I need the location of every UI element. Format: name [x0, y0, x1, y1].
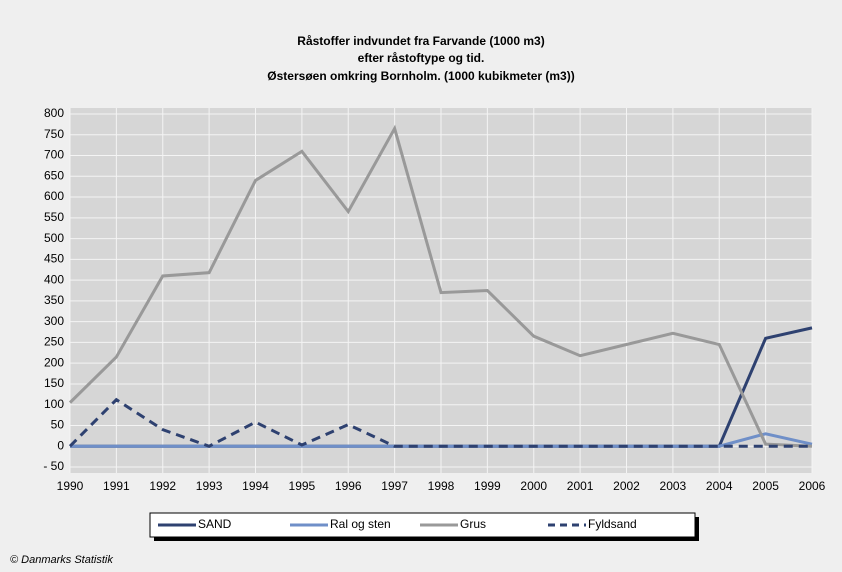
x-tick-label: 1997 [381, 479, 408, 493]
x-tick-label: 1996 [335, 479, 362, 493]
x-tick-label: 2003 [660, 479, 687, 493]
y-tick-label: 150 [44, 376, 64, 390]
y-tick-label: 750 [44, 127, 64, 141]
y-tick-label: 600 [44, 189, 64, 203]
chart-title: Østersøen omkring Bornholm. (1000 kubikm… [267, 69, 574, 83]
x-tick-label: 1995 [289, 479, 316, 493]
legend [149, 512, 696, 538]
y-tick-label: 400 [44, 272, 64, 286]
footer: © Danmarks Statistik [10, 554, 113, 566]
x-tick-label: 1991 [103, 479, 130, 493]
y-tick-label: 800 [44, 106, 64, 120]
y-tick-label: 500 [44, 231, 64, 245]
x-tick-label: 1990 [57, 479, 84, 493]
x-tick-label: 1998 [428, 479, 455, 493]
y-tick-label: - 50 [43, 459, 64, 473]
x-tick-label: 1994 [242, 479, 269, 493]
legend-label: Ral og sten [330, 517, 391, 531]
legend-label: Fyldsand [588, 517, 637, 531]
y-tick-label: 300 [44, 314, 64, 328]
x-tick-label: 1999 [474, 479, 501, 493]
series-line [68, 397, 812, 448]
y-tick-label: 450 [44, 252, 64, 266]
chart-title: Råstoffer indvundet fra Farvande (1000 m… [297, 34, 544, 48]
series-line [68, 124, 813, 448]
legend-label: Grus [460, 517, 486, 531]
x-tick-label: 1992 [149, 479, 176, 493]
y-tick-label: 0 [57, 438, 64, 452]
y-tick-label: 550 [44, 210, 64, 224]
x-tick-label: 2005 [752, 479, 779, 493]
y-tick-label: 650 [44, 168, 64, 182]
y-tick-label: 700 [44, 148, 64, 162]
chart-title: efter råstoftype og tid. [358, 51, 485, 65]
y-tick-label: 100 [44, 397, 64, 411]
legend-label: SAND [198, 517, 232, 531]
x-tick-label: 2001 [567, 479, 594, 493]
x-tick-label: 2002 [613, 479, 640, 493]
x-tick-label: 2000 [520, 479, 547, 493]
y-tick-label: 350 [44, 293, 64, 307]
y-tick-label: 200 [44, 355, 64, 369]
x-tick-label: 2006 [799, 479, 826, 493]
x-tick-label: 2004 [706, 479, 733, 493]
y-tick-label: 50 [51, 418, 65, 432]
y-tick-label: 250 [44, 335, 64, 349]
x-tick-label: 1993 [196, 479, 223, 493]
